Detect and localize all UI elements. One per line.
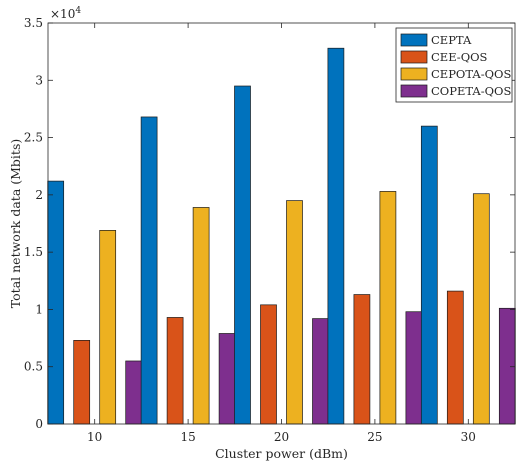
legend-label: CEPOTA-QOS (431, 67, 511, 81)
legend-swatch (400, 84, 428, 98)
bar-cepta-25 (327, 47, 345, 425)
y-tick-label: 3 (35, 73, 43, 87)
x-axis-ticks: 10 15 20 25 30 (87, 23, 476, 444)
bar-cee-qos-10 (73, 340, 91, 425)
y-axis-ticks: 0 0.5 1 1.5 2 2.5 3 3.5 (24, 16, 515, 431)
legend-label: CEPTA (431, 33, 472, 47)
bar-cepota-qos-20 (286, 200, 303, 425)
legend: CEPTA CEE-QOS CEPOTA-QOS COPETA-QOS (395, 27, 513, 103)
bar-cepota-qos-10 (99, 230, 117, 425)
legend-swatch (400, 33, 428, 47)
x-tick-label: 25 (367, 430, 382, 444)
bar-cee-qos-20 (260, 304, 277, 425)
bar-copeta-qos-15 (218, 333, 236, 425)
y-axis-label: Total network data (Mbits) (8, 139, 23, 308)
bar-copeta-qos-20 (312, 318, 329, 425)
bar-copeta-qos-10 (125, 360, 143, 425)
bar-cepta-30 (420, 125, 438, 425)
y-exponent-power: 4 (75, 6, 81, 16)
bar-cee-qos-30 (446, 290, 464, 425)
bar-cepta-20 (234, 85, 251, 425)
x-tick-label: 10 (87, 430, 102, 444)
bar-copeta-qos-25 (405, 311, 423, 425)
plot-frame (47, 22, 516, 425)
x-tick-label: 20 (274, 430, 289, 444)
legend-swatch (400, 67, 428, 81)
bar-copeta-qos-30 (498, 307, 516, 425)
bars-group (47, 47, 516, 425)
x-tick-label: 30 (461, 430, 476, 444)
bar-cepta-15 (140, 116, 158, 425)
bar-cepota-qos-15 (192, 207, 210, 425)
x-axis-label: Cluster power (dBm) (215, 446, 348, 461)
legend-swatch (400, 50, 428, 64)
y-tick-label: 1 (35, 302, 43, 316)
y-tick-label: 2.5 (24, 131, 43, 145)
bar-cee-qos-25 (353, 294, 371, 425)
y-tick-label: 1.5 (24, 245, 43, 259)
y-tick-label: 0.5 (24, 360, 43, 374)
legend-label: COPETA-QOS (431, 84, 511, 98)
y-exponent-label: ×104 (50, 6, 81, 21)
y-tick-label: 2 (35, 188, 43, 202)
legend-label: CEE-QOS (431, 50, 488, 64)
y-tick-label: 3.5 (24, 16, 43, 30)
bar-cee-qos-15 (166, 317, 184, 425)
bar-cepota-qos-30 (472, 193, 490, 425)
y-tick-label: 0 (35, 417, 43, 431)
x-tick-label: 15 (180, 430, 195, 444)
bar-cepta-10 (47, 180, 65, 425)
bar-cepota-qos-25 (379, 191, 397, 425)
